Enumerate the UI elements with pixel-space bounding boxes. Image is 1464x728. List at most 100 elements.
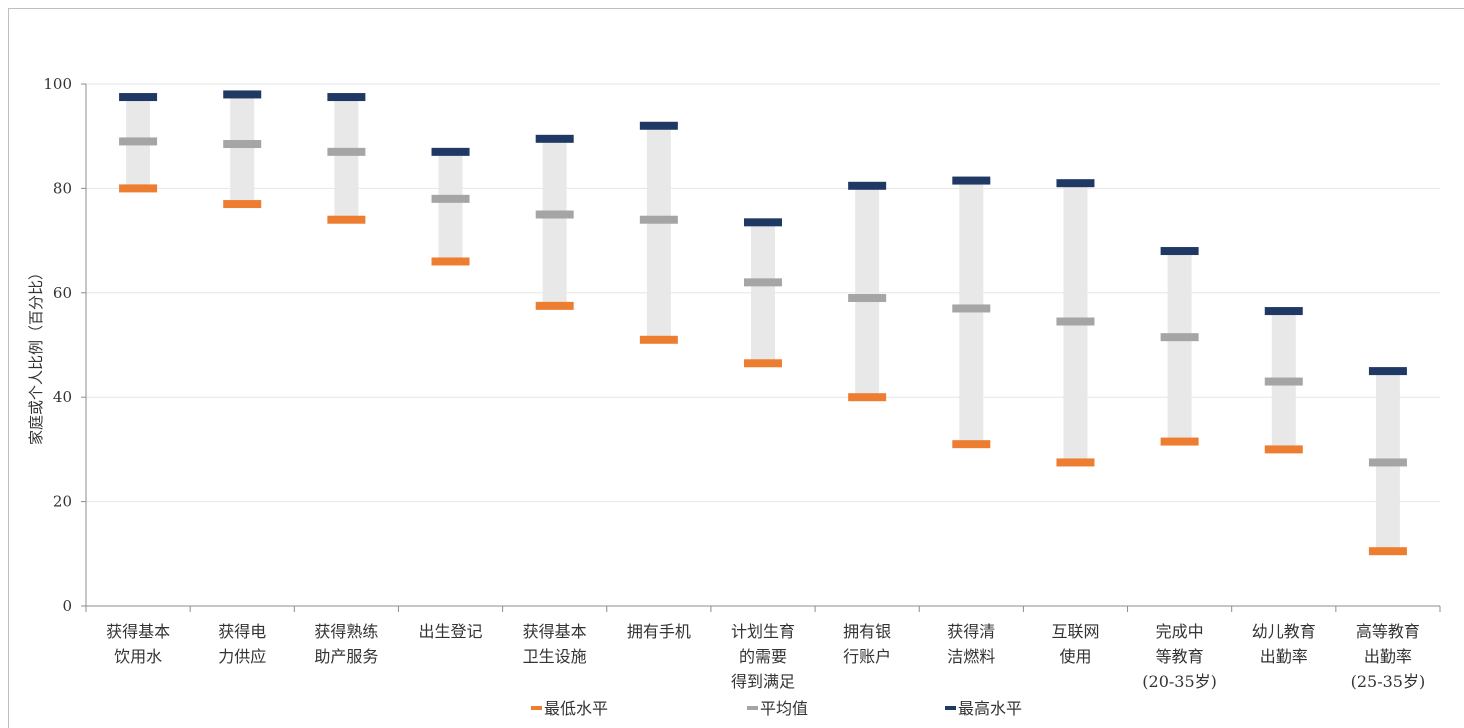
mean-mark xyxy=(1368,458,1407,467)
range-bar xyxy=(855,185,880,398)
mean-mark xyxy=(223,140,262,149)
mean-mark xyxy=(119,137,158,146)
min-mark xyxy=(1264,445,1303,454)
max-mark xyxy=(1264,307,1303,316)
x-tick-label: 获得清洁燃料 xyxy=(947,622,995,666)
y-tick-label: 80 xyxy=(53,179,72,197)
mean-mark xyxy=(535,210,574,219)
range-bar xyxy=(334,97,359,220)
y-tick-label: 0 xyxy=(62,597,72,615)
mean-mark xyxy=(848,294,887,303)
x-axis: 获得基本饮用水 获得电力供应 获得熟练助产服务 出生登记 获得基本卫生设施 拥有手机 计划生… xyxy=(85,605,1441,691)
y-tick-label: 40 xyxy=(53,388,72,406)
max-mark xyxy=(848,181,887,190)
x-tick-label-line: 获得基本 xyxy=(523,622,587,641)
x-tick-label: 获得熟练助产服务 xyxy=(314,622,378,666)
x-tick-label: 互联网使用 xyxy=(1051,622,1099,666)
legend-swatch xyxy=(747,706,758,710)
mean-mark xyxy=(744,278,782,287)
min-mark xyxy=(1368,547,1407,556)
x-tick-label-line: 出勤率 xyxy=(1364,647,1412,666)
series-marks xyxy=(119,90,1407,556)
max-mark xyxy=(1056,179,1095,188)
legend-label: 平均值 xyxy=(760,699,808,718)
x-tick-label-line: 完成中 xyxy=(1156,622,1204,641)
mean-mark xyxy=(431,194,470,203)
x-tick-label-line: 获得电 xyxy=(218,622,266,641)
x-tick-label-line: 计划生育 xyxy=(731,622,795,641)
min-mark xyxy=(952,440,991,449)
y-axis: 0 20 40 60 80 100 xyxy=(43,75,87,615)
max-mark xyxy=(1368,367,1407,376)
y-tick-label: 20 xyxy=(53,493,72,511)
min-mark xyxy=(848,393,887,402)
x-tick-label: 出生登记 xyxy=(419,622,483,641)
legend: 最低水平 平均值 最高水平 xyxy=(531,699,1022,718)
x-tick-label-line: 高等教育 xyxy=(1356,622,1420,641)
min-mark xyxy=(1056,458,1095,467)
max-mark xyxy=(744,218,782,227)
min-mark xyxy=(1160,437,1199,446)
range-bar xyxy=(1167,251,1192,442)
x-tick-label-line: 出勤率 xyxy=(1260,647,1308,666)
x-tick-label-line: 饮用水 xyxy=(114,647,162,666)
mean-mark xyxy=(639,215,678,224)
x-tick-label: 拥有银行账户 xyxy=(843,622,891,666)
x-tick-label: 获得基本饮用水 xyxy=(106,622,170,666)
max-mark xyxy=(639,121,678,130)
legend-label: 最低水平 xyxy=(544,699,608,718)
max-mark xyxy=(327,93,366,102)
y-axis-label: 家庭或个人比例（百分比） xyxy=(27,265,45,445)
y-tick-label: 100 xyxy=(43,75,72,93)
x-tick-label-line: 获得清 xyxy=(947,622,995,641)
min-mark xyxy=(223,200,262,209)
x-tick-label-line: 拥有银 xyxy=(843,622,891,641)
mean-mark xyxy=(1160,333,1199,342)
x-tick-label: 幼儿教育出勤率 xyxy=(1252,622,1316,666)
range-bar xyxy=(438,151,463,262)
x-tick-label: 获得电力供应 xyxy=(218,622,266,666)
range-bar xyxy=(230,94,255,205)
range-bar xyxy=(646,125,671,340)
mean-mark xyxy=(327,147,366,156)
x-tick-label: 高等教育出勤率 (25-35岁) xyxy=(1351,622,1426,691)
min-mark xyxy=(431,257,470,266)
x-tick-label-line: 等教育 xyxy=(1156,647,1204,666)
chart-frame xyxy=(8,8,1464,728)
max-mark xyxy=(119,93,158,102)
x-tick-label-line: 互联网 xyxy=(1051,622,1099,641)
x-tick-label-line: 洁燃料 xyxy=(947,647,995,666)
min-mark xyxy=(639,335,678,344)
x-tick-label-line: 行账户 xyxy=(843,647,891,666)
x-tick-label-line: 助产服务 xyxy=(314,647,378,666)
max-mark xyxy=(535,134,574,143)
x-tick-label-line: 获得熟练 xyxy=(314,622,378,641)
range-bar xyxy=(542,138,567,306)
x-tick-label-line: 获得基本 xyxy=(106,622,170,641)
max-mark xyxy=(431,147,470,156)
min-mark xyxy=(744,359,782,368)
x-tick-label-line: 的需要 xyxy=(739,647,787,666)
y-tick-label: 60 xyxy=(53,284,72,302)
min-mark xyxy=(535,301,574,310)
x-tick-label: 获得基本卫生设施 xyxy=(523,622,587,666)
x-tick-label-line: 力供应 xyxy=(218,647,266,666)
mean-mark xyxy=(952,304,991,313)
min-mark xyxy=(327,215,366,224)
legend-swatch xyxy=(945,706,956,710)
x-tick-label-line: 得到满足 xyxy=(731,672,795,691)
x-tick-label-line: 使用 xyxy=(1059,647,1091,666)
max-mark xyxy=(223,90,262,99)
x-tick-label-line: 拥有手机 xyxy=(627,622,691,641)
mean-mark xyxy=(1056,317,1095,326)
x-tick-label-line: 卫生设施 xyxy=(523,647,587,666)
range-bar xyxy=(751,222,775,364)
x-tick-label-line: 幼儿教育 xyxy=(1252,622,1316,641)
mean-mark xyxy=(1264,377,1303,386)
x-tick-label-line: 出生登记 xyxy=(419,622,483,641)
max-mark xyxy=(1160,247,1199,256)
min-mark xyxy=(119,184,158,193)
max-mark xyxy=(952,176,991,185)
x-tick-label: 拥有手机 xyxy=(627,622,691,641)
